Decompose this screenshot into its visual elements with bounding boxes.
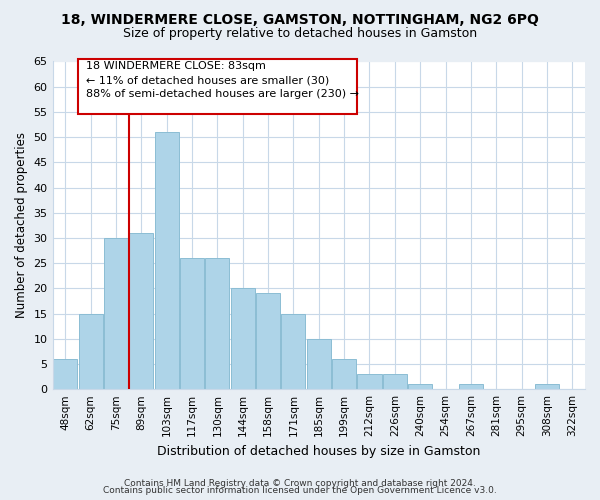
- Text: Contains HM Land Registry data © Crown copyright and database right 2024.: Contains HM Land Registry data © Crown c…: [124, 478, 476, 488]
- Text: 18 WINDERMERE CLOSE: 83sqm
← 11% of detached houses are smaller (30)
88% of semi: 18 WINDERMERE CLOSE: 83sqm ← 11% of deta…: [86, 62, 359, 100]
- Bar: [307, 339, 331, 389]
- Text: Size of property relative to detached houses in Gamston: Size of property relative to detached ho…: [123, 28, 477, 40]
- Bar: [408, 384, 432, 389]
- Text: 18, WINDERMERE CLOSE, GAMSTON, NOTTINGHAM, NG2 6PQ: 18, WINDERMERE CLOSE, GAMSTON, NOTTINGHA…: [61, 12, 539, 26]
- Bar: [129, 233, 154, 389]
- Bar: [358, 374, 382, 389]
- FancyBboxPatch shape: [78, 59, 357, 114]
- Bar: [332, 359, 356, 389]
- Bar: [459, 384, 483, 389]
- Bar: [205, 258, 229, 389]
- Text: Contains public sector information licensed under the Open Government Licence v3: Contains public sector information licen…: [103, 486, 497, 495]
- Bar: [53, 359, 77, 389]
- Bar: [256, 294, 280, 389]
- Bar: [383, 374, 407, 389]
- Bar: [104, 238, 128, 389]
- X-axis label: Distribution of detached houses by size in Gamston: Distribution of detached houses by size …: [157, 444, 481, 458]
- Bar: [155, 132, 179, 389]
- Bar: [281, 314, 305, 389]
- Bar: [535, 384, 559, 389]
- Bar: [230, 288, 255, 389]
- Bar: [180, 258, 204, 389]
- Y-axis label: Number of detached properties: Number of detached properties: [15, 132, 28, 318]
- Bar: [79, 314, 103, 389]
